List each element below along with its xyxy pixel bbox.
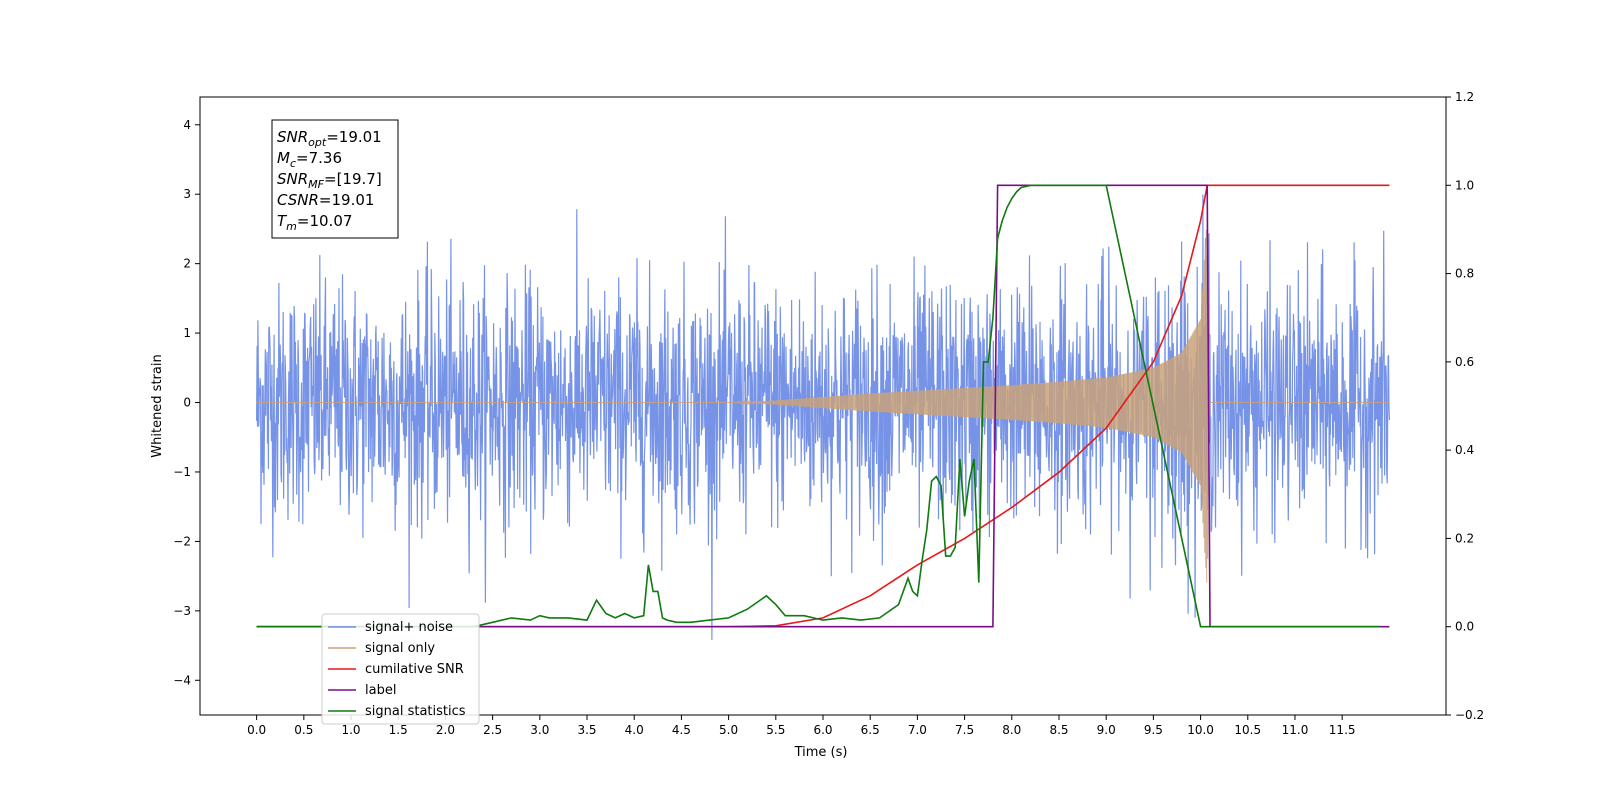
x-axis: 0.0 0.5 1.0 1.5 2.0 2.5 3.0 3.5 4.0 4.5 5.0 5.5 6.0 6… [247,715,1356,737]
annotation-box [271,119,399,239]
legend-entry: signal+ noise [365,620,453,635]
x-axis-label: Time (s) [794,745,848,760]
x-tick-label: 4.5 [672,723,691,737]
x-tick-label: 9.5 [1144,723,1163,737]
x-tick-label: 1.5 [389,723,408,737]
x-tick-label: 3.0 [530,723,549,737]
legend-entry: label [365,683,396,698]
x-tick-label: 11.5 [1329,723,1356,737]
y2-tick-label: 0.0 [1455,620,1474,634]
legend: signal+ noise signal only cumilative SNR la… [321,613,480,725]
y-tick-label: 2 [183,257,191,271]
y-tick-label: −4 [173,673,191,687]
x-tick-label: 2.5 [483,723,502,737]
x-tick-label: 5.5 [766,723,785,737]
x-tick-label: 8.0 [1002,723,1021,737]
x-tick-label: 6.0 [813,723,832,737]
x-tick-label: 4.0 [625,723,644,737]
annotation-line: SNRMF=[19.7] [277,170,382,191]
legend-entry: signal only [365,641,435,656]
x-tick-label: 6.5 [861,723,880,737]
y-tick-label: −3 [173,604,191,618]
legend-entry: cumilative SNR [365,662,464,677]
y2-tick-label: 0.2 [1455,531,1474,545]
legend-box [321,613,480,725]
series-cumulative-snr [256,184,1390,628]
y-tick-label: 3 [183,187,191,201]
annotation-line: Tm=10.07 [277,212,352,233]
y2-tick-label: 1.0 [1455,178,1474,192]
legend-entry: signal statistics [365,704,466,719]
x-tick-label: 9.0 [1097,723,1116,737]
y-axis-label: Whitened strain [150,354,165,457]
x-tick-label: 1.0 [341,723,360,737]
y2-tick-label: 0.8 [1455,267,1474,281]
y2-tick-label: 1.2 [1455,90,1474,104]
y-tick-label: 4 [183,118,191,132]
x-tick-label: 2.0 [436,723,455,737]
x-tick-label: 7.0 [908,723,927,737]
x-tick-label: 10.5 [1234,723,1261,737]
x-tick-label: 10.0 [1187,723,1214,737]
y-tick-label: 0 [183,396,191,410]
x-tick-label: 8.5 [1049,723,1068,737]
x-tick-label: 7.5 [955,723,974,737]
y2-tick-label: −0.2 [1455,708,1484,722]
x-tick-label: 5.0 [719,723,738,737]
y-tick-label: 1 [183,326,191,340]
series-signal-statistics [256,184,1380,628]
stats-annotation: SNRopt=19.01Mc=7.36SNRMF=[19.7]CSNR=19.0… [271,119,399,239]
y-axis-left: −4 −3 −2 −1 0 1 2 3 4 [173,118,200,687]
y-axis-right: −0.2 0.0 0.2 0.4 0.6 0.8 1.0 1.2 [1446,90,1484,722]
x-tick-label: 0.5 [294,723,313,737]
y-tick-label: −1 [173,465,191,479]
x-tick-label: 11.0 [1282,723,1309,737]
y-tick-label: −2 [173,534,191,548]
series-layer [256,184,1390,640]
annotation-line: SNRopt=19.01 [277,128,382,149]
annotation-line: Mc=7.36 [277,149,342,170]
y2-tick-label: 0.6 [1455,355,1474,369]
series-signal-only [256,214,1390,583]
x-tick-label: 3.5 [577,723,596,737]
x-tick-label: 0.0 [247,723,266,737]
y2-tick-label: 0.4 [1455,443,1474,457]
annotation-line: CSNR=19.01 [277,191,374,209]
